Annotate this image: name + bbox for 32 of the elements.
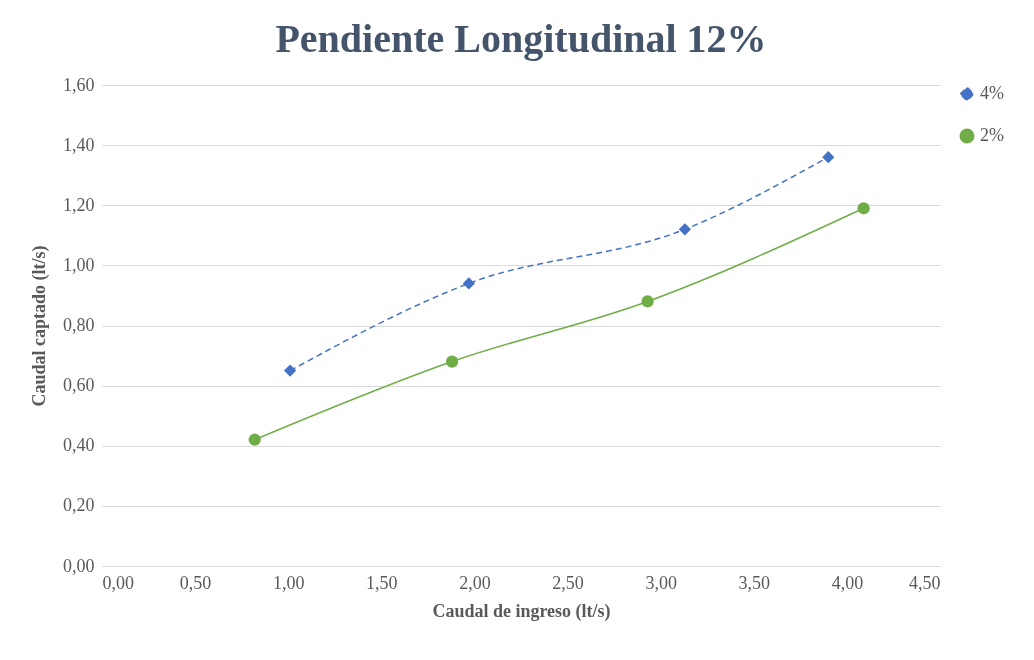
y-tick-label: 1,20 bbox=[63, 194, 95, 215]
x-tick-label: 1,50 bbox=[366, 572, 398, 593]
point bbox=[462, 277, 475, 290]
x-tick-label: 1,00 bbox=[272, 572, 305, 593]
x-tick-label: 3,00 bbox=[645, 572, 677, 593]
point bbox=[283, 364, 297, 377]
point bbox=[822, 151, 835, 164]
chart-title: Pendiente Longitudinal 12% bbox=[275, 16, 767, 61]
y-tick-label: 1,60 bbox=[63, 74, 95, 95]
y-tick-label: 0,60 bbox=[63, 375, 95, 396]
x-tick-label: 2,00 bbox=[459, 572, 491, 593]
point bbox=[678, 223, 691, 236]
y-tick-label: 0,00 bbox=[63, 555, 95, 576]
x-tick-label: 4,50 bbox=[909, 572, 941, 593]
point bbox=[445, 355, 459, 368]
x-tick-label: 3,50 bbox=[738, 572, 771, 593]
x-tick-label: 0,00 bbox=[102, 572, 134, 593]
y-tick-label: 0,40 bbox=[63, 435, 95, 456]
point bbox=[248, 433, 261, 446]
point bbox=[641, 295, 654, 308]
y-tick-label: 0,80 bbox=[63, 315, 95, 335]
legend-label: 4% bbox=[980, 83, 1004, 103]
y-axis-title: Caudal captado (lt/s) bbox=[29, 245, 50, 407]
x-tick-label: 0,50 bbox=[179, 572, 212, 593]
y-tick-label: 1,40 bbox=[63, 134, 95, 155]
x-axis-title: Caudal de ingreso (lt/s) bbox=[432, 600, 611, 622]
y-tick-label: 0,20 bbox=[63, 495, 95, 516]
legend-label: 2% bbox=[980, 125, 1004, 145]
x-tick-label: 4,00 bbox=[831, 572, 864, 593]
x-tick-label: 2,50 bbox=[552, 572, 584, 593]
point bbox=[857, 202, 870, 215]
y-tick-label: 1,00 bbox=[63, 254, 95, 275]
